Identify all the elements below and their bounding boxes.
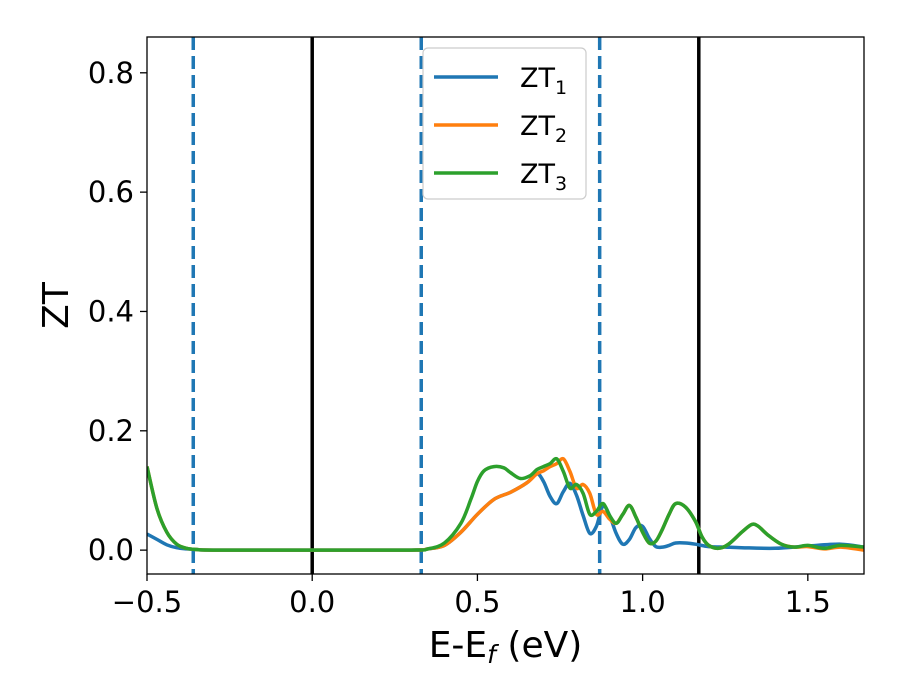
x-tick-label: 1.0 <box>620 585 666 619</box>
x-tick-label: 0.0 <box>289 585 335 619</box>
x-axis-label: E-Ef (eV) <box>429 625 583 669</box>
y-tick-label: 0.2 <box>88 414 134 448</box>
plot-frame <box>146 36 865 575</box>
y-axis-label: ZT <box>36 281 77 329</box>
series-lines <box>147 456 864 552</box>
y-axis: 0.0 0.2 0.4 0.6 0.8 <box>88 56 147 567</box>
x-axis: −0.5 0.0 0.5 1.0 1.5 <box>112 574 831 619</box>
legend-box <box>422 47 587 200</box>
legend-label-1: ZT1 <box>520 63 567 99</box>
series-line-2 <box>147 456 864 552</box>
y-tick-label: 0.6 <box>88 175 134 209</box>
series-line-1 <box>147 472 864 552</box>
x-tick-label: 1.5 <box>785 585 831 619</box>
y-tick-label: 0.4 <box>88 294 134 328</box>
legend-label-3: ZT3 <box>520 159 567 195</box>
y-tick-label: 0.0 <box>88 533 134 567</box>
y-tick-label: 0.8 <box>88 56 134 90</box>
x-tick-label: 0.5 <box>454 585 500 619</box>
series-line-3 <box>147 456 864 552</box>
legend: ZT1 ZT2 ZT3 <box>422 47 587 200</box>
reference-lines <box>191 37 701 574</box>
legend-label-2: ZT2 <box>520 111 567 147</box>
x-tick-label: −0.5 <box>112 585 182 619</box>
